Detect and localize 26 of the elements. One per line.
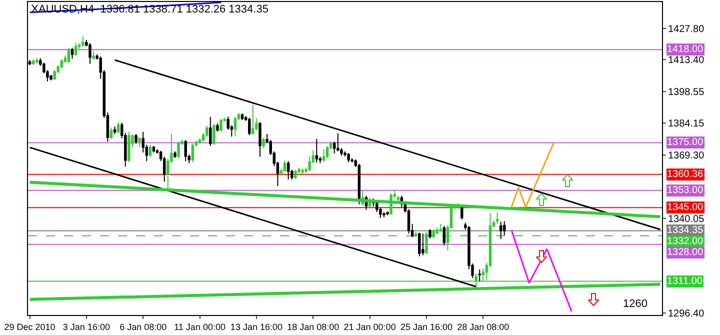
ref-line-label: 1328.00 <box>667 247 704 258</box>
x-tick-label: 11 Jan 00:00 <box>174 322 226 332</box>
y-tick-label: 1427.80 <box>668 24 705 35</box>
y-tick-label: 1369.30 <box>668 150 705 162</box>
ref-line-label: 1311.00 <box>667 276 703 287</box>
annotation: 1260 <box>623 298 648 310</box>
ref-line-label: 1345.00 <box>667 202 704 213</box>
ref-line-label: 1360.36 <box>667 169 704 180</box>
x-tick-label: 6 Jan 08:00 <box>120 322 167 332</box>
ref-line-label: 1418.00 <box>667 44 704 55</box>
x-tick-label: 3 Jan 16:00 <box>62 322 110 332</box>
ref-line-label: 1375.00 <box>667 137 704 148</box>
x-tick-label: 25 Jan 16:00 <box>400 322 452 332</box>
ref-line-label: 1353.00 <box>667 185 704 196</box>
y-tick-label: 1413.40 <box>668 55 705 66</box>
ref-line-label: 1332.00 <box>667 236 704 247</box>
x-tick-label: 21 Jan 00:00 <box>344 322 396 332</box>
x-tick-label: 28 Jan 08:00 <box>457 322 510 332</box>
ref-line-label: 1334.35 <box>667 225 704 236</box>
x-tick-label: 13 Jan 16:00 <box>230 322 282 332</box>
y-tick-label: 1296.40 <box>668 308 705 320</box>
y-tick-label: 1340.05 <box>668 214 705 225</box>
x-tick-label: 29 Dec 2010 <box>4 322 56 332</box>
x-tick-label: 18 Jan 08:00 <box>287 322 340 332</box>
y-tick-label: 1384.15 <box>668 118 705 130</box>
y-tick-label: 1398.55 <box>668 87 705 98</box>
